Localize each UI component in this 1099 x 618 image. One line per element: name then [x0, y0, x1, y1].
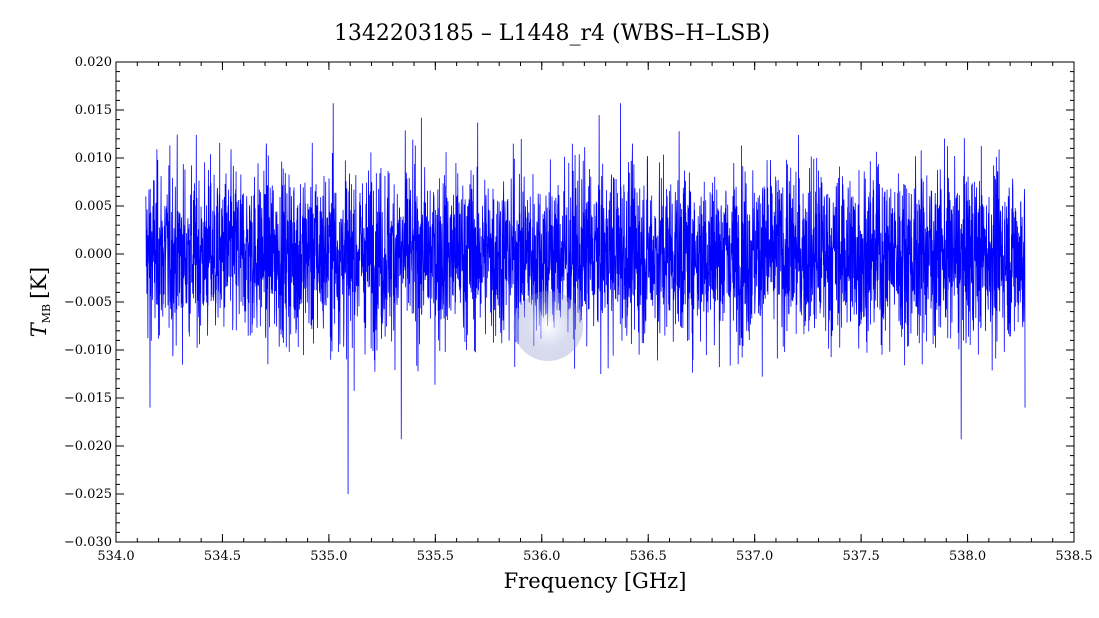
x-tick-label: 538.5: [1055, 549, 1092, 564]
x-tick-label: 537.0: [736, 549, 773, 564]
y-tick-label: 0.015: [75, 103, 112, 118]
spectrum-line: [145, 103, 1026, 495]
y-tick-label: 0.000: [75, 247, 112, 262]
y-axis-ticks: −0.030 −0.025 −0.020 −0.015 −0.010 −0.005 0.00…: [64, 55, 1074, 550]
y-axis-label-subscript: MB: [40, 304, 53, 323]
plot-frame: [115, 61, 1075, 543]
y-tick-label: −0.005: [64, 295, 112, 310]
y-tick-label: −0.030: [64, 535, 112, 550]
y-tick-label: −0.015: [64, 391, 112, 406]
x-tick-label: 535.0: [310, 549, 347, 564]
y-axis-label: TMB [K]: [27, 267, 53, 337]
y-axis-label-symbol: T: [27, 321, 51, 337]
x-tick-label: 536.0: [523, 549, 560, 564]
cursor-highlight: [513, 291, 584, 361]
y-tick-label: −0.025: [64, 487, 112, 502]
y-tick-label: 0.010: [75, 151, 112, 166]
x-axis-label: Frequency [GHz]: [504, 569, 687, 593]
x-tick-label: 534.5: [204, 549, 241, 564]
x-tick-label: 535.5: [417, 549, 454, 564]
x-tick-label: 534.0: [97, 549, 134, 564]
x-tick-label: 537.5: [843, 549, 880, 564]
y-axis-label-unit: [K]: [27, 267, 51, 299]
series-spectrum: [145, 103, 1026, 495]
x-tick-label: 536.5: [630, 549, 667, 564]
cursor-glow-circle: [513, 291, 584, 361]
y-tick-label: 0.020: [75, 55, 112, 70]
chart-title: 1342203185 – L1448_r4 (WBS–H–LSB): [334, 21, 770, 46]
x-tick-label: 538.0: [949, 549, 986, 564]
svg-text:TMB[K]: TMB [K]: [27, 267, 53, 337]
y-tick-label: −0.020: [64, 439, 112, 454]
y-tick-label: −0.010: [64, 343, 112, 358]
x-axis-ticks: 534.0 534.5 535.0 535.5 536.0 536.5 537.0 537.5…: [97, 62, 1093, 564]
y-tick-label: 0.005: [75, 199, 112, 214]
